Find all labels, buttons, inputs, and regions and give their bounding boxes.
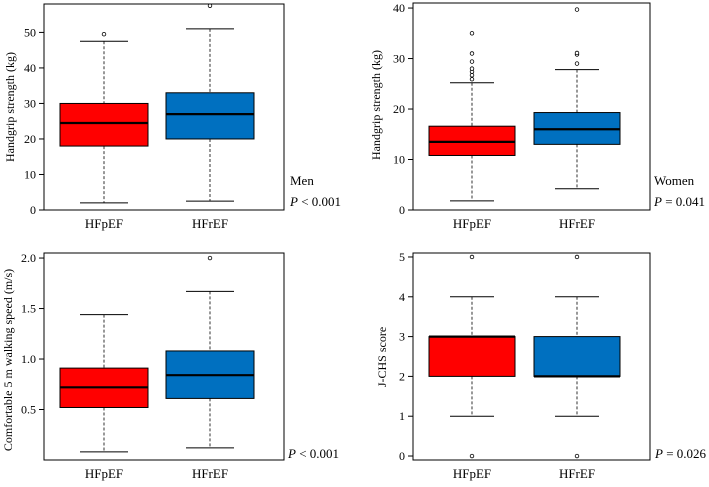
plot-frame	[412, 2, 651, 211]
outlier-point	[207, 255, 213, 261]
group-label: Men	[290, 173, 314, 188]
p-value: < 0.001	[298, 194, 341, 209]
y-tick-label: 0.5	[21, 403, 36, 417]
y-tick-label: 1.5	[21, 302, 36, 316]
p-symbol: P	[654, 446, 663, 461]
plot-frame	[43, 252, 285, 461]
outlier-point	[469, 254, 475, 260]
outlier-point	[574, 7, 580, 12]
box-hfref	[165, 92, 255, 140]
outlier-point	[469, 72, 475, 78]
x-tick-label: HFpEF	[85, 466, 123, 481]
y-tick-label: 2.0	[21, 251, 36, 265]
x-tick-label: HFpEF	[85, 216, 123, 231]
y-tick-label: 0	[399, 203, 405, 217]
box-hfref	[533, 336, 621, 377]
outlier-point	[469, 59, 475, 64]
p-value-text: P = 0.026	[654, 446, 707, 461]
p-symbol: P	[653, 194, 662, 209]
y-axis-title: J-CHS score	[375, 327, 389, 387]
box-hfpef	[428, 336, 516, 377]
x-tick-label: HFpEF	[453, 216, 491, 231]
y-axis-title: Handgrip strength (kg)	[369, 50, 383, 160]
y-tick-label: 1.0	[21, 352, 36, 366]
panel-jchs-score: J-CHS score HFpEF HFrEF P = 0.026 0 1 2 3 4 5	[375, 250, 707, 481]
x-tick-label: HFrEF	[192, 216, 228, 231]
y-tick-label: 2	[399, 369, 405, 383]
y-tick-label: 40	[393, 1, 405, 15]
x-tick-label: HFrEF	[559, 466, 595, 481]
y-axis-title: Handgrip strength (kg)	[3, 52, 17, 162]
y-tick-label: 40	[24, 61, 36, 75]
plot-frame	[412, 252, 651, 461]
panel-walking-speed: Comfortable 5 m walking speed (m/s) HFpE…	[1, 251, 339, 481]
outlier-point	[469, 51, 475, 56]
y-tick-label: 20	[24, 132, 36, 146]
y-tick-label: 10	[393, 153, 405, 167]
group-label: Women	[654, 173, 695, 188]
y-tick-label: 20	[393, 102, 405, 116]
outlier-point	[574, 61, 580, 66]
y-tick-label: 3	[399, 330, 405, 344]
p-value: = 0.041	[662, 194, 705, 209]
y-tick-label: 0	[399, 449, 405, 463]
plot-frame	[43, 3, 285, 211]
y-axis-title: Comfortable 5 m walking speed (m/s)	[1, 269, 15, 451]
x-tick-label: HFrEF	[559, 216, 595, 231]
outlier-point	[574, 254, 580, 260]
y-tick-label: 0	[30, 203, 36, 217]
p-symbol: P	[289, 194, 298, 209]
y-tick-label: 4	[399, 290, 405, 304]
panel-women-handgrip: Handgrip strength (kg) HFpEF HFrEF Women…	[369, 1, 705, 231]
outlier-point	[574, 50, 580, 56]
y-tick-label: 30	[24, 96, 36, 110]
outlier-point	[101, 31, 107, 37]
y-tick-label: 10	[24, 167, 36, 181]
outlier-point	[469, 31, 475, 36]
x-tick-label: HFrEF	[192, 466, 228, 481]
p-symbol: P	[287, 446, 296, 461]
y-tick-label: 50	[24, 25, 36, 39]
box-hfpef	[59, 102, 149, 147]
outlier-point	[469, 77, 475, 82]
outlier-point	[469, 66, 475, 71]
outlier-point	[469, 453, 475, 459]
y-tick-label: 5	[399, 250, 405, 264]
outlier-point	[207, 3, 213, 8]
y-tick-label: 1	[399, 409, 405, 423]
p-value-text: P = 0.041	[653, 194, 705, 209]
x-tick-label: HFpEF	[453, 466, 491, 481]
p-value-text: P < 0.001	[289, 194, 341, 209]
panel-men-handgrip: Handgrip strength (kg) HFpEF HFrEF Men P…	[3, 3, 341, 231]
p-value: = 0.026	[663, 446, 707, 461]
outlier-point	[574, 453, 580, 459]
y-tick-label: 30	[393, 52, 405, 66]
p-value: < 0.001	[296, 446, 339, 461]
p-value-text: P < 0.001	[287, 446, 339, 461]
